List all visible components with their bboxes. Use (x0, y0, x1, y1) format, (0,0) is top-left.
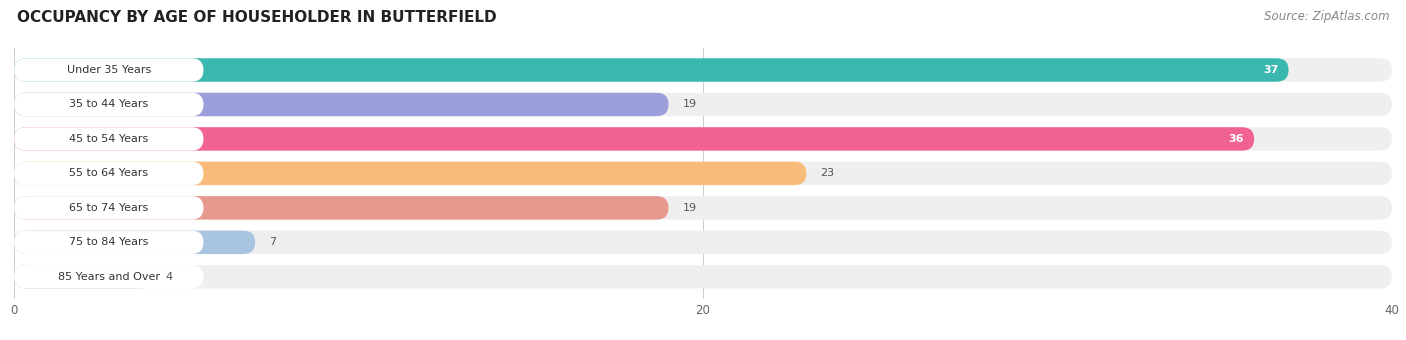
Text: 45 to 54 Years: 45 to 54 Years (69, 134, 149, 144)
FancyBboxPatch shape (14, 196, 1392, 220)
Text: 37: 37 (1263, 65, 1278, 75)
FancyBboxPatch shape (14, 265, 152, 289)
FancyBboxPatch shape (14, 93, 1392, 116)
Text: 85 Years and Over: 85 Years and Over (58, 272, 160, 282)
FancyBboxPatch shape (14, 196, 204, 220)
Text: 19: 19 (682, 100, 696, 109)
FancyBboxPatch shape (14, 93, 204, 116)
FancyBboxPatch shape (14, 127, 204, 151)
Text: Under 35 Years: Under 35 Years (66, 65, 150, 75)
Text: 75 to 84 Years: 75 to 84 Years (69, 237, 149, 247)
Text: 36: 36 (1229, 134, 1244, 144)
FancyBboxPatch shape (14, 231, 256, 254)
FancyBboxPatch shape (14, 93, 669, 116)
Text: 23: 23 (820, 168, 834, 179)
FancyBboxPatch shape (14, 196, 669, 220)
FancyBboxPatch shape (14, 162, 204, 185)
Text: 7: 7 (269, 237, 276, 247)
Text: Source: ZipAtlas.com: Source: ZipAtlas.com (1264, 10, 1389, 23)
Text: 55 to 64 Years: 55 to 64 Years (69, 168, 149, 179)
FancyBboxPatch shape (14, 127, 1254, 151)
Text: 35 to 44 Years: 35 to 44 Years (69, 100, 149, 109)
FancyBboxPatch shape (14, 231, 204, 254)
Text: 19: 19 (682, 203, 696, 213)
FancyBboxPatch shape (14, 231, 1392, 254)
FancyBboxPatch shape (14, 127, 1392, 151)
Text: 4: 4 (166, 272, 173, 282)
FancyBboxPatch shape (14, 162, 807, 185)
Text: OCCUPANCY BY AGE OF HOUSEHOLDER IN BUTTERFIELD: OCCUPANCY BY AGE OF HOUSEHOLDER IN BUTTE… (17, 10, 496, 25)
FancyBboxPatch shape (14, 162, 1392, 185)
FancyBboxPatch shape (14, 265, 1392, 289)
FancyBboxPatch shape (14, 58, 1392, 82)
FancyBboxPatch shape (14, 265, 204, 289)
FancyBboxPatch shape (14, 58, 204, 82)
FancyBboxPatch shape (14, 58, 1289, 82)
Text: 65 to 74 Years: 65 to 74 Years (69, 203, 149, 213)
